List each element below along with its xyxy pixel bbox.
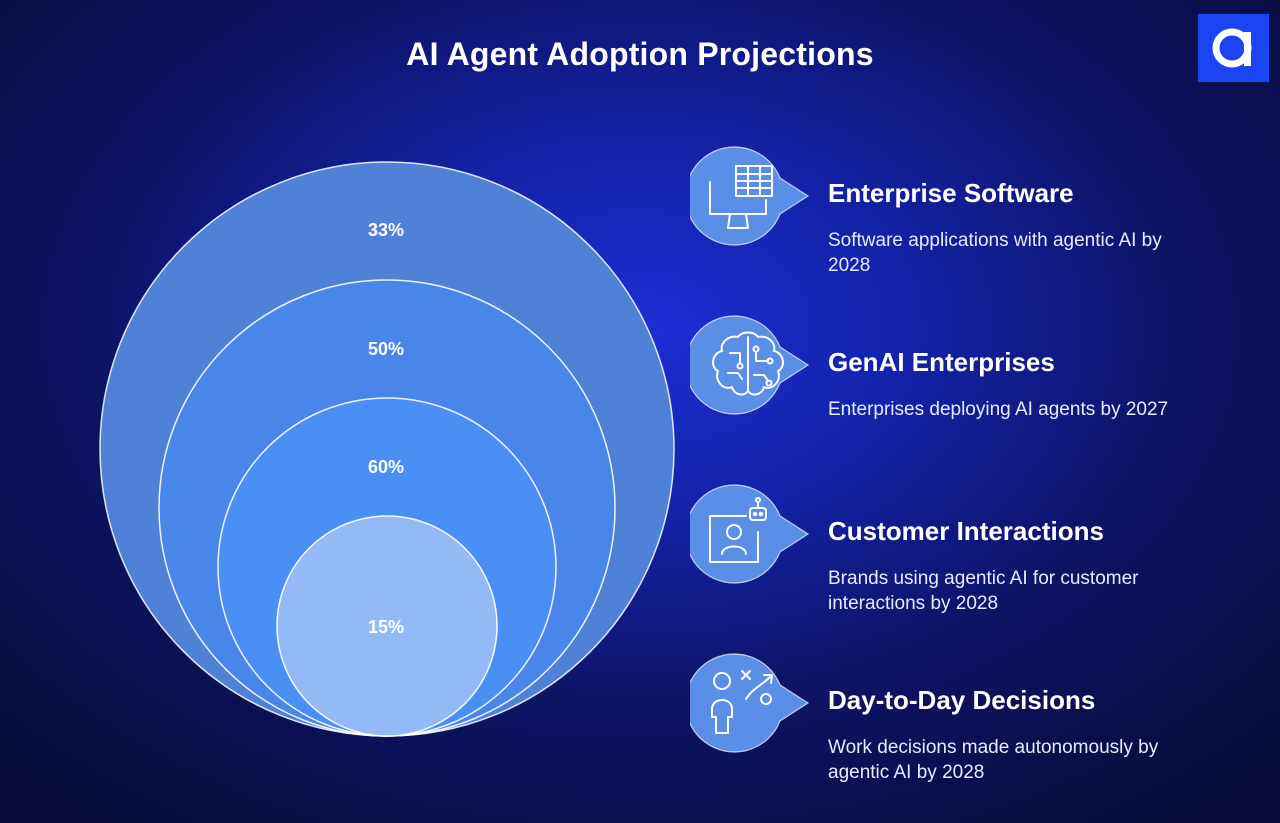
item-title: GenAI Enterprises (828, 347, 1055, 377)
item-title: Day-to-Day Decisions (828, 685, 1096, 715)
ring-label-second: 50% (368, 339, 404, 359)
item-description: Enterprises deploying AI agents by 2027 (828, 399, 1169, 420)
item-day-to-day-decisions: Day-to-Day Decisions Work decisions made… (690, 651, 1250, 783)
monitor-table-icon (690, 146, 810, 246)
item-description: Work decisions made autonomously by agen… (828, 737, 1159, 783)
nested-circles-diagram: 33% 50% 60% 15% (99, 161, 675, 737)
item-title: Enterprise Software (828, 178, 1074, 208)
brand-logo-icon (1212, 28, 1252, 68)
item-title: Customer Interactions (828, 516, 1104, 546)
brand-logo (1198, 14, 1269, 82)
item-genai-enterprises: GenAI Enterprises Enterprises deploying … (690, 313, 1250, 423)
item-description: Software applications with agentic AI by… (828, 230, 1162, 276)
ring-label-third: 60% (368, 457, 404, 477)
person-strategy-icon (690, 653, 810, 753)
item-enterprise-software: Enterprise Software Software application… (690, 144, 1250, 276)
brain-circuit-icon (690, 315, 810, 415)
ring-inner (276, 515, 498, 737)
item-customer-interactions: Customer Interactions Brands using agent… (690, 482, 1250, 614)
customer-robot-icon (690, 484, 810, 584)
ring-label-outer: 33% (368, 220, 404, 240)
page-title: AI Agent Adoption Projections (406, 36, 874, 72)
ring-label-inner: 15% (368, 617, 404, 637)
item-description: Brands using agentic AI for customer int… (828, 568, 1139, 614)
